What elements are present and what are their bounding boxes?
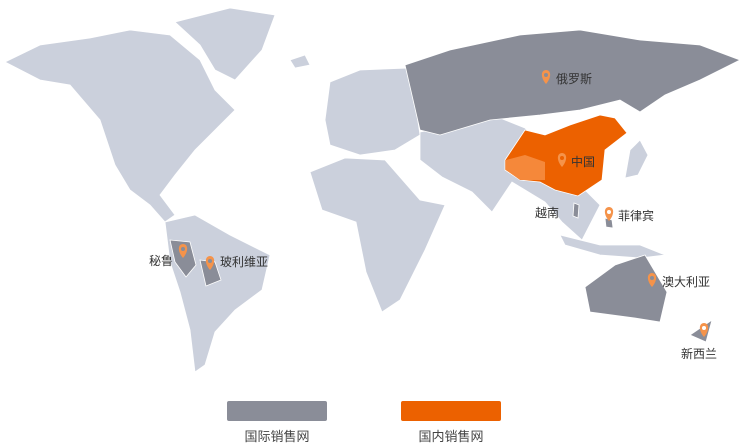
marker-label-china: 中国 [571, 155, 596, 169]
pin-icon [557, 153, 567, 167]
pin-icon [647, 273, 657, 287]
marker-label-russia: 俄罗斯 [556, 72, 593, 86]
pin-icon [604, 207, 614, 221]
europe [324, 67, 421, 156]
greenland [174, 7, 276, 81]
marker-label-bolivia: 玻利维亚 [220, 255, 269, 269]
legend-swatch-domestic [401, 401, 501, 421]
legend-label-domestic: 国内销售网 [418, 430, 484, 445]
legend-label-international: 国际销售网 [244, 430, 310, 445]
peru [169, 239, 197, 278]
japan [624, 139, 649, 179]
marker-label-philippines: 菲律宾 [618, 209, 655, 223]
pin-icon [205, 256, 215, 270]
marker-label-peru: 秘鲁 [149, 254, 174, 268]
russia [404, 29, 741, 136]
africa [309, 157, 446, 313]
map-pins [178, 70, 709, 337]
iceland [289, 54, 311, 69]
legend-swatch-international [227, 401, 327, 421]
north-america [4, 29, 236, 223]
pin-icon [541, 70, 551, 84]
pin-icon [699, 323, 709, 337]
marker-label-australia: 澳大利亚 [662, 275, 711, 289]
pin-icon [178, 244, 188, 258]
marker-label-vietnam: 越南 [535, 206, 560, 220]
tibet [506, 155, 545, 180]
australia [584, 254, 668, 323]
vietnam [572, 202, 580, 219]
south-america [164, 214, 271, 373]
marker-label-new-zealand: 新西兰 [681, 347, 718, 361]
indonesia [559, 234, 666, 259]
